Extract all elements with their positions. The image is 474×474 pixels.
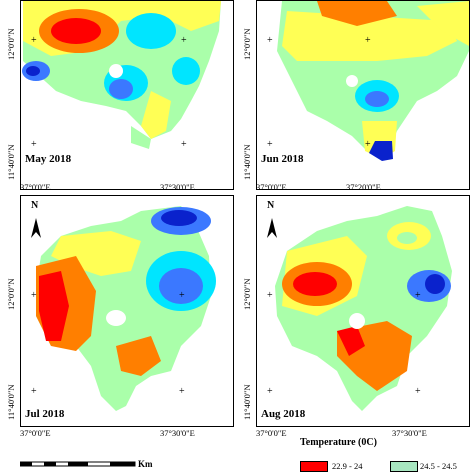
lat-label-top-mid-2: 12°0'0"N bbox=[242, 278, 252, 310]
legend-swatch-1 bbox=[300, 461, 328, 472]
svg-text:+: + bbox=[31, 35, 37, 46]
svg-text:+: + bbox=[179, 290, 185, 301]
legend-title: Temperature (0C) bbox=[300, 437, 377, 448]
map-panel-jul: + + + + N Jul 2018 bbox=[20, 195, 234, 427]
svg-text:+: + bbox=[267, 139, 273, 150]
aug-temperature-surface: + + + + bbox=[267, 206, 452, 411]
svg-text:+: + bbox=[31, 386, 37, 397]
lat-label-bottom-mid-1: 11°40'0"N bbox=[242, 144, 252, 180]
svg-text:+: + bbox=[365, 35, 371, 46]
panel-label-jun: Jun 2018 bbox=[261, 153, 304, 165]
lon-label-jun-right: 37°20'0"E bbox=[346, 182, 381, 192]
map-panel-jun: + + + + Jun 2018 bbox=[256, 0, 470, 190]
north-arrow-icon bbox=[267, 218, 277, 238]
lon-label-aug-right: 37°30'0"E bbox=[392, 428, 427, 438]
svg-text:+: + bbox=[415, 386, 421, 397]
map-panel-aug: + + + + N Aug 2018 bbox=[256, 195, 470, 427]
map-panel-may: + + + + May 2018 bbox=[20, 0, 234, 190]
svg-text:+: + bbox=[181, 139, 187, 150]
lat-label-top-left-2: 12°0'0"N bbox=[6, 278, 16, 310]
lon-label-aug-left: 37°0'0"E bbox=[256, 428, 287, 438]
svg-text:+: + bbox=[267, 35, 273, 46]
svg-text:+: + bbox=[415, 290, 421, 301]
svg-text:+: + bbox=[179, 386, 185, 397]
svg-text:+: + bbox=[365, 139, 371, 150]
svg-text:+: + bbox=[181, 35, 187, 46]
lon-label-may-left: 37°0'0"E bbox=[20, 182, 51, 192]
panel-label-jul: Jul 2018 bbox=[25, 408, 65, 420]
lat-label-bottom-left-1: 11°40'0"N bbox=[6, 144, 16, 180]
svg-text:+: + bbox=[31, 139, 37, 150]
lat-label-bottom-left-2: 11°40'0"N bbox=[6, 384, 16, 420]
jun-temperature-surface: + + + + bbox=[267, 1, 469, 161]
lat-label-bottom-mid-2: 11°40'0"N bbox=[242, 384, 252, 420]
svg-text:+: + bbox=[267, 290, 273, 301]
jul-temperature-surface: + + + + bbox=[31, 206, 216, 411]
north-label: N bbox=[31, 200, 39, 211]
svg-text:+: + bbox=[267, 386, 273, 397]
legend-swatch-2 bbox=[390, 461, 418, 472]
legend-label-1: 22.9 - 24 bbox=[332, 461, 363, 471]
lon-label-jul-right: 37°30'0"E bbox=[160, 428, 195, 438]
panel-label-aug: Aug 2018 bbox=[261, 408, 306, 420]
lat-label-top-mid-1: 12°0'0"N bbox=[242, 28, 252, 60]
legend-label-2: 24.5 - 24.5 bbox=[420, 461, 457, 471]
lon-label-jun-left: 37°0'0"E bbox=[256, 182, 287, 192]
lon-label-jul-left: 37°0'0"E bbox=[20, 428, 51, 438]
lat-label-top-left-1: 12°0'0"N bbox=[6, 28, 16, 60]
scale-unit: Km bbox=[138, 459, 153, 469]
may-temperature-surface: + + + + bbox=[22, 1, 221, 150]
panel-label-may: May 2018 bbox=[25, 153, 72, 165]
svg-text:+: + bbox=[31, 290, 37, 301]
lon-label-may-right: 37°30'0"E bbox=[160, 182, 195, 192]
north-label: N bbox=[267, 200, 275, 211]
north-arrow-icon bbox=[31, 218, 41, 238]
scale-bar-icon bbox=[20, 461, 136, 467]
